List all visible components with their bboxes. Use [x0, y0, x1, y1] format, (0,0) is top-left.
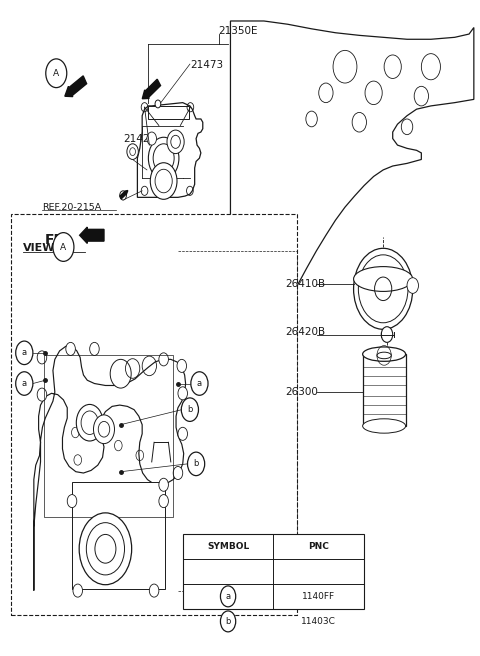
Circle shape [150, 163, 177, 199]
Circle shape [76, 405, 103, 441]
Text: 21421: 21421 [123, 134, 156, 144]
Text: 26300: 26300 [285, 387, 318, 397]
Circle shape [53, 233, 74, 261]
Circle shape [181, 398, 199, 421]
Ellipse shape [363, 347, 406, 361]
Text: b: b [226, 617, 231, 626]
Polygon shape [230, 21, 474, 316]
Bar [72, 482, 165, 589]
Circle shape [66, 342, 75, 356]
Circle shape [167, 130, 184, 154]
Circle shape [149, 584, 159, 597]
Text: FR.: FR. [44, 234, 70, 247]
Text: a: a [197, 379, 202, 388]
Text: 1140FF: 1140FF [302, 592, 336, 601]
Text: PNC: PNC [308, 542, 329, 551]
Circle shape [220, 586, 236, 607]
Text: a: a [226, 592, 230, 601]
Circle shape [110, 359, 131, 388]
Circle shape [90, 342, 99, 356]
Circle shape [147, 132, 156, 145]
Text: 21350E: 21350E [218, 26, 258, 36]
Text: VIEW: VIEW [23, 243, 55, 253]
Circle shape [79, 513, 132, 584]
Circle shape [159, 478, 168, 491]
Circle shape [191, 372, 208, 396]
Text: REF.20-215A: REF.20-215A [42, 203, 101, 212]
Circle shape [37, 351, 47, 364]
Bar [363, 354, 406, 426]
Polygon shape [137, 102, 203, 197]
FancyArrow shape [80, 227, 104, 243]
Text: a: a [22, 348, 27, 358]
Circle shape [407, 277, 419, 293]
Text: a: a [22, 379, 27, 388]
Text: SYMBOL: SYMBOL [207, 542, 249, 551]
Circle shape [46, 59, 67, 88]
Circle shape [94, 415, 115, 443]
Circle shape [37, 388, 47, 401]
Circle shape [16, 341, 33, 365]
Text: 11403C: 11403C [301, 617, 336, 626]
Circle shape [127, 144, 138, 159]
Ellipse shape [354, 266, 413, 291]
Circle shape [155, 100, 161, 108]
Text: 21473: 21473 [190, 60, 223, 70]
Bar [183, 534, 364, 609]
Polygon shape [34, 346, 186, 590]
Bar [11, 214, 297, 615]
Text: 26420B: 26420B [285, 327, 325, 337]
Circle shape [188, 452, 204, 476]
Text: A: A [53, 69, 60, 78]
Circle shape [67, 495, 77, 508]
Circle shape [178, 387, 188, 400]
Text: b: b [193, 459, 199, 468]
Circle shape [159, 495, 168, 508]
Circle shape [173, 466, 183, 480]
FancyArrow shape [65, 76, 86, 96]
Circle shape [120, 191, 126, 200]
Bar [148, 106, 189, 119]
Bar [44, 356, 173, 518]
Text: A: A [60, 243, 67, 251]
Circle shape [354, 249, 413, 329]
Circle shape [16, 372, 33, 396]
Circle shape [148, 137, 179, 179]
Text: b: b [187, 405, 192, 414]
Circle shape [73, 584, 83, 597]
Circle shape [178, 427, 188, 440]
Text: 26410B: 26410B [285, 279, 325, 289]
Circle shape [159, 353, 168, 366]
Circle shape [177, 359, 187, 373]
Circle shape [381, 327, 393, 342]
Ellipse shape [363, 419, 406, 433]
FancyArrow shape [142, 79, 160, 98]
Circle shape [220, 611, 236, 632]
FancyArrow shape [120, 190, 128, 199]
